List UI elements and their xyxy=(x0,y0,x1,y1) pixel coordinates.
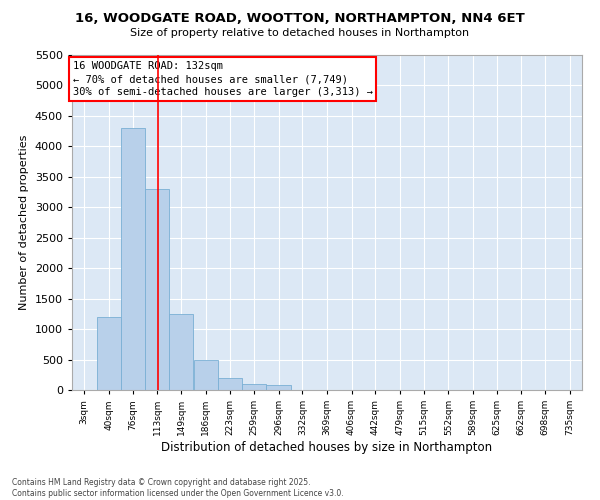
Bar xyxy=(242,384,266,390)
Bar xyxy=(266,386,290,390)
Bar xyxy=(145,189,169,390)
Text: 16, WOODGATE ROAD, WOOTTON, NORTHAMPTON, NN4 6ET: 16, WOODGATE ROAD, WOOTTON, NORTHAMPTON,… xyxy=(75,12,525,26)
Bar xyxy=(169,314,193,390)
Bar xyxy=(121,128,145,390)
Bar xyxy=(218,378,242,390)
Y-axis label: Number of detached properties: Number of detached properties xyxy=(19,135,29,310)
Bar xyxy=(194,360,218,390)
Text: 16 WOODGATE ROAD: 132sqm
← 70% of detached houses are smaller (7,749)
30% of sem: 16 WOODGATE ROAD: 132sqm ← 70% of detach… xyxy=(73,61,373,98)
X-axis label: Distribution of detached houses by size in Northampton: Distribution of detached houses by size … xyxy=(161,441,493,454)
Text: Size of property relative to detached houses in Northampton: Size of property relative to detached ho… xyxy=(130,28,470,38)
Bar xyxy=(97,317,121,390)
Text: Contains HM Land Registry data © Crown copyright and database right 2025.
Contai: Contains HM Land Registry data © Crown c… xyxy=(12,478,344,498)
